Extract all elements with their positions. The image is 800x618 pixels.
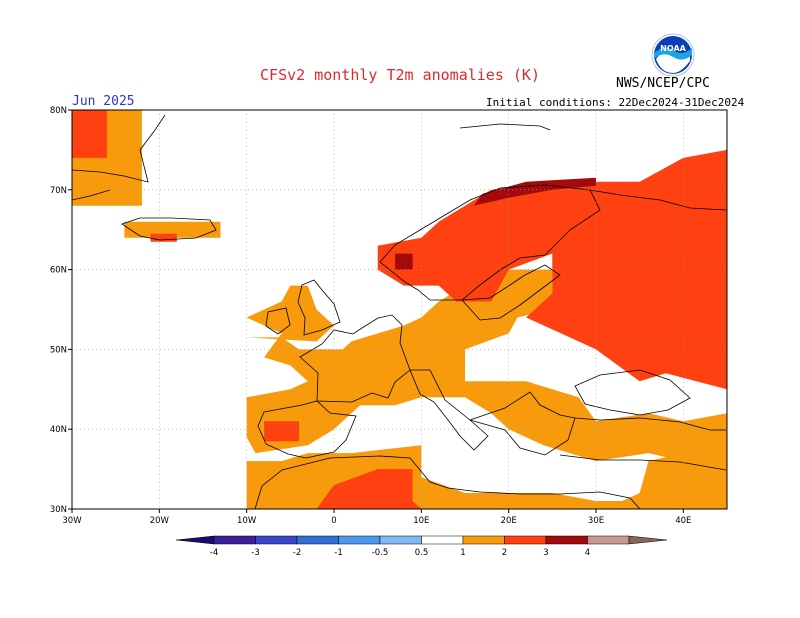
lat-tick-label: 80N xyxy=(50,106,67,116)
colorbar-segment xyxy=(338,535,381,545)
anomaly-region-7 xyxy=(264,421,300,442)
colorbar-label: 3 xyxy=(543,548,548,558)
colorbar-under-arrow xyxy=(175,535,215,545)
anomaly-region-8 xyxy=(272,469,422,509)
colorbar-label: 2 xyxy=(502,548,507,558)
anomaly-fills xyxy=(72,110,727,509)
graticule xyxy=(72,110,727,509)
colorbar-label: -1 xyxy=(334,548,342,558)
colorbar-segment xyxy=(504,535,547,545)
anomaly-region-3 xyxy=(150,233,177,242)
colorbar-segment xyxy=(545,535,588,545)
coast-iberia xyxy=(257,400,357,459)
lat-tick-label: 40N xyxy=(50,425,67,435)
colorbar: -4 -3 -2 -1 -0.5 0.5 1 2 3 4 xyxy=(175,535,668,558)
coast-italy xyxy=(409,369,489,451)
lon-tick-label: 10W xyxy=(237,516,257,526)
coast-france-benelux xyxy=(299,314,411,403)
coast-ireland xyxy=(265,307,291,335)
lon-tick-label: 0 xyxy=(331,516,336,526)
coast-baltic xyxy=(461,264,561,321)
coast-britain xyxy=(297,279,341,336)
colorbar-segment xyxy=(296,535,339,545)
colorbar-label: 0.5 xyxy=(415,548,429,558)
colorbar-label: 1 xyxy=(460,548,465,558)
coastline-outlines xyxy=(72,114,727,509)
coast-turkey xyxy=(559,417,727,471)
colorbar-over-arrow xyxy=(628,535,668,545)
colorbar-segment xyxy=(462,535,505,545)
coast-svalbard xyxy=(459,123,551,131)
colorbar-segment xyxy=(379,535,422,545)
anomaly-region-11 xyxy=(395,253,413,270)
lat-tick-label: 50N xyxy=(50,345,67,355)
coast-greenland xyxy=(72,114,166,201)
map-frame xyxy=(71,109,728,510)
lon-tick-label: 10E xyxy=(413,516,429,526)
lon-tick-label: 30W xyxy=(62,516,82,526)
coast-scandinavia xyxy=(379,184,601,301)
lon-tick-label: 40E xyxy=(675,516,691,526)
initial-conditions: Initial conditions: 22Dec2024-31Dec2024 xyxy=(486,96,745,109)
colorbar-segment xyxy=(213,535,256,545)
svg-text:NOAA: NOAA xyxy=(660,44,686,53)
coast-black-sea xyxy=(574,369,691,416)
chart-title: CFSv2 monthly T2m anomalies (K) xyxy=(260,66,540,84)
colorbar-segment xyxy=(255,535,298,545)
colorbar-label: -3 xyxy=(251,548,259,558)
noaa-logo: NOAA xyxy=(651,33,695,77)
anomaly-region-10 xyxy=(473,177,596,206)
lon-tick-label: 20E xyxy=(501,516,517,526)
valid-month: Jun 2025 xyxy=(72,94,135,109)
lat-tick-label: 60N xyxy=(50,266,67,276)
agency-label: NWS/NCEP/CPC xyxy=(616,76,710,91)
lat-tick-label: 70N xyxy=(50,186,67,196)
lon-tick-label: 30E xyxy=(588,516,604,526)
lon-tick-label: 20W xyxy=(150,516,170,526)
colorbar-label: -0.5 xyxy=(372,548,389,558)
coast-iceland xyxy=(121,217,217,241)
colorbar-label: -2 xyxy=(293,548,301,558)
anomaly-region-2 xyxy=(124,221,221,238)
anomaly-region-1 xyxy=(72,110,107,158)
lat-tick-label: 30N xyxy=(50,505,67,515)
coast-north-africa xyxy=(254,455,641,509)
anomaly-region-5 xyxy=(246,445,727,509)
axis-ticks: 30W 20W 10W 0 10E 20E 30E 40E 30N 40N 50N 60N 70N 80N xyxy=(50,106,692,526)
colorbar-segment xyxy=(421,535,464,545)
colorbar-segment xyxy=(587,535,630,545)
coast-russia-north xyxy=(589,189,727,211)
anomaly-region-6 xyxy=(465,381,727,462)
colorbar-label: 4 xyxy=(585,548,590,558)
colorbar-label: -4 xyxy=(210,548,218,558)
